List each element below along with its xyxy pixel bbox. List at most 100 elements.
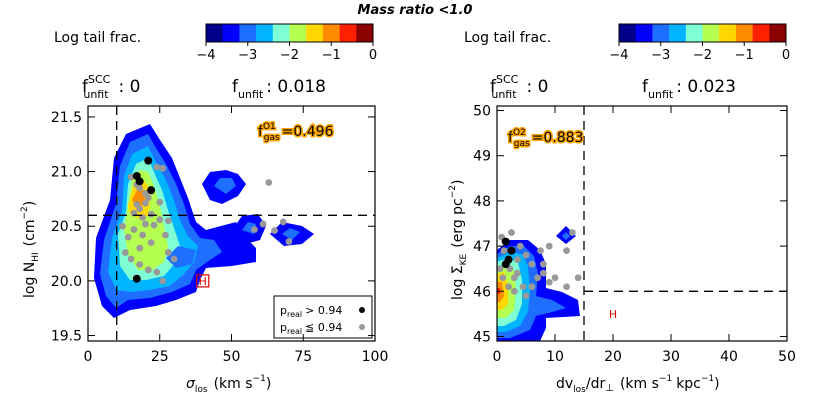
scatter-point-gray [279, 218, 287, 226]
x-tick-label: 25 [151, 349, 169, 365]
colorbar-cell [256, 24, 274, 42]
scatter-point-gray [534, 274, 541, 282]
scatter-point-gray [162, 231, 169, 239]
right-points [497, 229, 582, 300]
scatter-point-gray [144, 194, 152, 202]
x-tick-label: 100 [362, 349, 389, 365]
colorbar-cell [289, 24, 307, 42]
scatter-point-gray [519, 283, 527, 291]
scatter-point-gray [500, 247, 508, 255]
left-funfit-annotation: funfit: 0.018 [232, 77, 326, 101]
left-colorbar-ticks: −4 −3 −2 −1 0 [196, 42, 377, 63]
colorbar-cell [239, 24, 257, 42]
y-tick-label: 47 [473, 239, 491, 255]
colorbar-tick-label: −1 [322, 48, 341, 63]
scatter-point-gray [136, 261, 144, 268]
scatter-point-black [147, 186, 156, 195]
scatter-point-gray [130, 226, 138, 233]
colorbar-cell [752, 24, 770, 42]
colorbar-cell [702, 24, 720, 42]
colorbar-cell [339, 24, 357, 42]
x-tick-label: 0 [493, 349, 502, 365]
colorbar-tick-label: −4 [196, 48, 215, 63]
scatter-point-gray [136, 184, 144, 192]
y-tick-label: 46 [473, 284, 491, 300]
scatter-point-gray [153, 268, 161, 276]
colorbar-cell [272, 24, 290, 42]
scatter-point-black [501, 237, 510, 246]
colorbar-cell [306, 24, 324, 42]
scatter-point-gray [540, 260, 547, 268]
scatter-point-gray [511, 287, 518, 295]
colorbar-cell [769, 24, 787, 42]
left-fscc-annotation: fSCC unfit: 0 [82, 73, 140, 101]
scatter-point-gray [133, 200, 141, 208]
scatter-point-gray [127, 173, 135, 181]
y-tick-label: 20.0 [51, 274, 82, 290]
left-marker: H [196, 274, 210, 288]
right-island-1-inner [562, 232, 570, 240]
scatter-point-gray [121, 249, 129, 256]
colorbar-cell [685, 24, 703, 42]
scatter-point-gray [259, 220, 267, 228]
scatter-point-gray [156, 198, 164, 206]
y-tick-label: 48 [473, 194, 491, 210]
scatter-point-gray [159, 277, 167, 285]
scatter-point-gray [574, 274, 582, 282]
right-funfit-annotation: funfit: 0.023 [642, 77, 736, 101]
scatter-point-gray [285, 238, 293, 245]
scatter-point-gray [150, 221, 158, 229]
scatter-point-black [132, 274, 141, 283]
colorbar-cell [356, 24, 374, 42]
colorbar-tick-label: 0 [369, 48, 377, 63]
right-xlabel: dvlos/dr⊥ (km s−1 kpc−1) [556, 374, 720, 395]
scatter-point-gray [127, 255, 135, 263]
scatter-point-gray [522, 292, 530, 300]
scatter-point-gray [569, 229, 576, 236]
right-ylabel: log ΣKE(erg pc−2) [448, 180, 469, 301]
x-tick-label: 0 [84, 349, 93, 365]
scatter-point-gray [156, 216, 164, 224]
colorbar-cell [322, 24, 340, 42]
scatter-point-gray [124, 233, 132, 241]
scatter-point-gray [153, 163, 161, 171]
right-ticks: 0 10 20 30 40 50 45 46 47 48 49 50 [473, 104, 796, 365]
y-tick-label: 49 [473, 149, 491, 165]
right-colorbar [618, 23, 787, 43]
scatter-point-gray [563, 247, 570, 255]
scatter-point-gray [505, 283, 512, 291]
left-marker-label: H [199, 275, 207, 288]
left-legend-entry-1: preal > 0.94 [280, 304, 342, 319]
scatter-point-gray [170, 255, 178, 263]
left-legend: preal > 0.94 preal ≦ 0.94 [273, 295, 373, 339]
colorbar-tick-label: 0 [782, 48, 790, 63]
scatter-point-black [144, 156, 153, 165]
scatter-point-gray [528, 283, 536, 291]
scatter-point-gray [528, 260, 536, 268]
left-colorbar-label: Log tail frac. [54, 30, 141, 46]
scatter-point-gray [164, 217, 172, 225]
colorbar-cell [652, 24, 670, 42]
colorbar-cell [719, 24, 737, 42]
right-panel: Log tail frac. −4 −3 −2 −1 0 fSCC unfit: 0 fu… [448, 23, 796, 395]
colorbar-tick-label: −1 [735, 48, 754, 63]
scatter-point-gray [551, 274, 559, 282]
scatter-point-gray [522, 251, 530, 259]
left-legend-frame [273, 295, 373, 339]
left-island-1-inner [214, 178, 236, 194]
x-tick-label: 20 [604, 349, 622, 365]
x-tick-label: 75 [294, 349, 312, 365]
scatter-point-gray [136, 244, 144, 252]
colorbar-cell [206, 24, 223, 42]
scatter-point-gray [147, 239, 155, 247]
left-legend-entry-2: preal ≦ 0.94 [280, 321, 342, 336]
colorbar-tick-label: −4 [609, 48, 628, 63]
right-marker: H [609, 308, 617, 321]
scatter-point-gray [271, 227, 278, 235]
y-tick-label: 21.0 [51, 165, 82, 181]
colorbar-tick-label: −3 [651, 48, 670, 63]
right-contour-level-7 [497, 282, 504, 302]
colorbar-tick-label: −3 [238, 48, 257, 63]
scatter-point-gray [563, 283, 570, 291]
left-legend-dot-black [359, 307, 365, 313]
